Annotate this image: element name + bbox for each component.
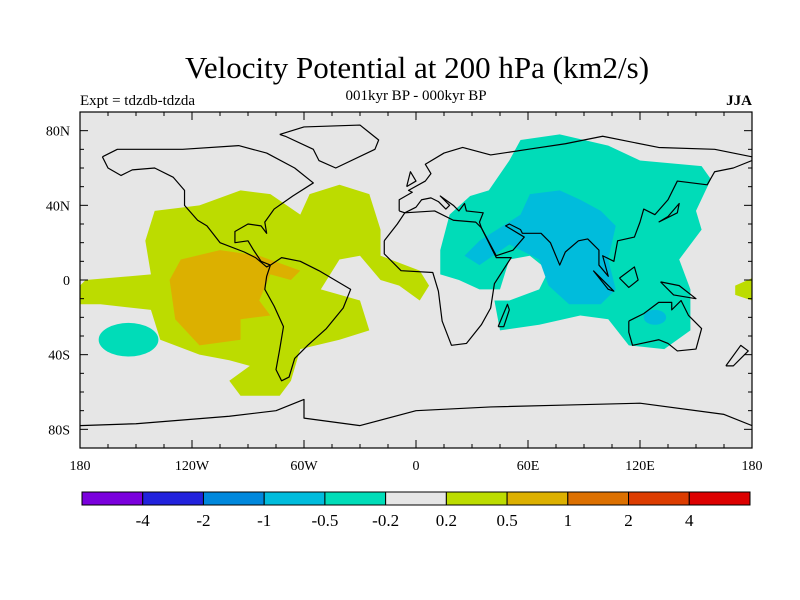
colorbar-box (81, 491, 144, 506)
season-label: JJA (726, 93, 752, 109)
contour-australia-strong-negative (643, 309, 667, 325)
colorbar-label: 2 (624, 511, 633, 530)
colorbar-box (202, 491, 265, 506)
colorbar-box (506, 491, 569, 506)
coastline (264, 257, 352, 382)
coastlines (80, 124, 752, 427)
colorbar-label: -4 (136, 511, 151, 530)
colorbar-box (142, 491, 204, 506)
coastline (80, 398, 752, 427)
contour-fills (80, 112, 752, 448)
coastline (725, 344, 749, 367)
plot-title: Velocity Potential at 200 hPa (km2/s) (184, 50, 650, 85)
coastline (398, 135, 752, 277)
colorbar-box (628, 491, 690, 506)
contour-south-pacific-negative (98, 322, 159, 357)
experiment-label: Expt = tdzdb-tdzda (80, 93, 196, 109)
colorbar-box (567, 491, 630, 506)
lat-tick-label: 0 (63, 274, 70, 289)
colorbar-label: 0.2 (436, 511, 457, 530)
lon-tick-label: 120W (175, 459, 210, 474)
lon-tick-label: 120E (625, 459, 655, 474)
colorbar-label: 0.5 (496, 511, 517, 530)
colorbar-label: -1 (257, 511, 271, 530)
lat-tick-label: 80S (48, 423, 70, 438)
map-frame: 180 120W 60W 0 60E 120E 180 80N 40N 0 40S 80S (46, 111, 763, 474)
colorbar: -4 -2 -1 -0.5 -0.2 0.2 0.5 1 2 4 (81, 491, 751, 530)
lon-tick-label: 0 (413, 459, 420, 474)
lon-tick-label: 180 (742, 459, 763, 474)
coastline (101, 145, 314, 268)
period-label: 001kyr BP - 000kyr BP (345, 88, 487, 104)
coastline (592, 270, 615, 292)
lon-tick-label: 180 (70, 459, 91, 474)
coastline (279, 124, 380, 169)
lat-tick-label: 40S (48, 349, 70, 364)
lat-tick-label: 80N (46, 125, 70, 140)
colorbar-box (445, 491, 508, 506)
colorbar-box (324, 491, 387, 506)
colorbar-box (688, 491, 751, 506)
coastline (660, 281, 697, 300)
coastline (406, 171, 417, 188)
coastline (497, 303, 510, 328)
colorbar-label: -2 (196, 511, 210, 530)
contour-dateline-positive (735, 278, 752, 301)
lon-tick-label: 60W (290, 459, 318, 474)
colorbar-label: 1 (564, 511, 573, 530)
coastline (619, 266, 639, 289)
colorbar-label: -0.2 (372, 511, 399, 530)
coastline (658, 202, 680, 223)
contour-south-asia-strong-negative (464, 190, 616, 305)
coastline (383, 210, 512, 346)
colorbar-label: -0.5 (311, 511, 338, 530)
colorbar-label: 4 (685, 511, 694, 530)
coastline (628, 299, 703, 352)
lon-tick-label: 60E (517, 459, 540, 474)
colorbar-box (385, 491, 447, 506)
colorbar-box (263, 491, 326, 506)
lat-tick-label: 40N (46, 199, 70, 214)
